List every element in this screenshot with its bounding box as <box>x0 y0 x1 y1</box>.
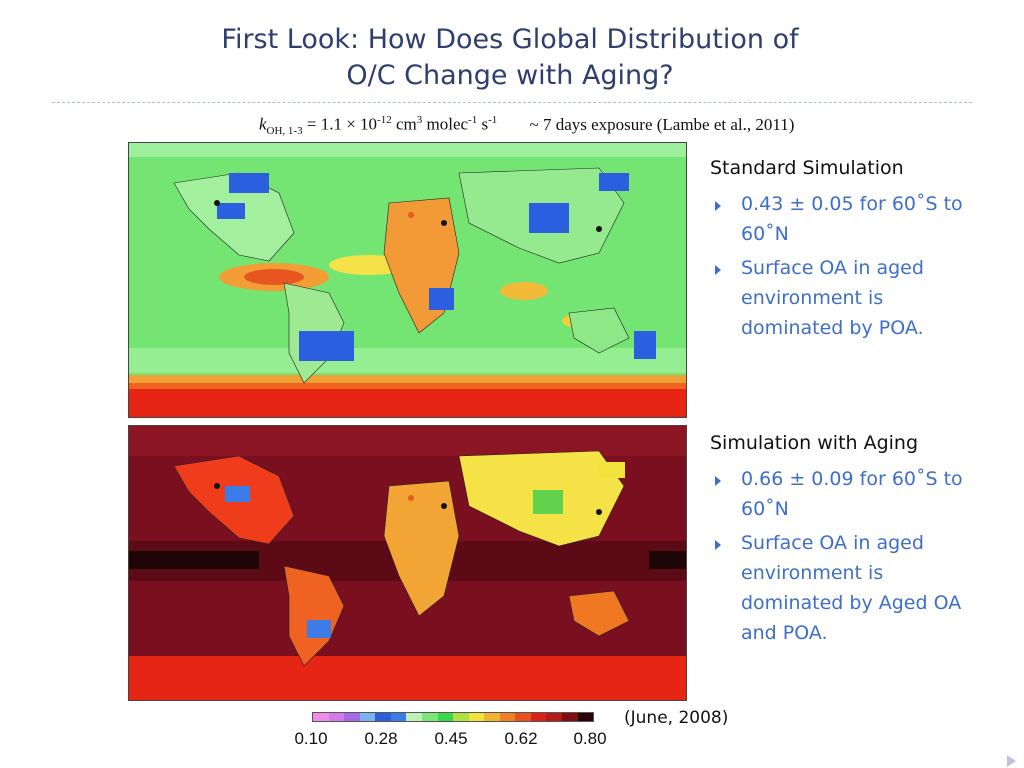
aging-heading: Simulation with Aging <box>710 432 919 454</box>
colorbar-tick-label: 0.45 <box>434 729 468 748</box>
standard-simulation-map <box>128 142 687 418</box>
standard-bullet-1-text: 0.43 ± 0.05 for 60˚S to 60˚N <box>741 193 963 245</box>
aging-bullet-2: Surface OA in aged environment is domina… <box>710 528 965 648</box>
colorbar-swatch <box>515 713 531 721</box>
colorbar-swatch <box>328 713 345 721</box>
next-slide-arrow-icon <box>1007 755 1016 767</box>
colorbar-swatch <box>359 713 376 721</box>
exposure-note: ~ 7 days exposure (Lambe et al., 2011) <box>529 114 795 134</box>
aging-bullet-2-text: Surface OA in aged environment is domina… <box>741 532 962 644</box>
colorbar-swatch <box>546 713 562 721</box>
standard-heading: Standard Simulation <box>710 157 904 179</box>
colorbar-tick-label: 0.28 <box>364 729 398 748</box>
title-divider <box>52 102 972 103</box>
bullet-arrow-icon <box>715 476 721 486</box>
rate-unit-1: cm <box>391 114 417 134</box>
aging-simulation-notes: Simulation with Aging 0.66 ± 0.09 for 60… <box>710 432 965 652</box>
colorbar-swatch <box>344 713 360 721</box>
colorbar-swatch <box>390 713 407 721</box>
title-line-2: O/C Change with Aging? <box>346 60 674 91</box>
standard-bullet-2: Surface OA in aged environment is domina… <box>710 253 965 343</box>
standard-simulation-notes: Standard Simulation 0.43 ± 0.05 for 60˚S… <box>710 157 965 347</box>
bullet-arrow-icon <box>715 265 721 275</box>
rate-unit-3: s <box>477 114 489 134</box>
rate-exp-1: -12 <box>377 114 392 126</box>
colorbar-swatch <box>484 713 500 721</box>
aging-bullet-1-text: 0.66 ± 0.09 for 60˚S to 60˚N <box>741 468 963 520</box>
colorbar-swatch <box>421 713 438 721</box>
rate-unit-2: molec <box>422 114 469 134</box>
colorbar-swatch <box>530 713 547 721</box>
slide-title: First Look: How Does Global Distribution… <box>150 22 870 94</box>
colorbar-swatch <box>562 713 578 721</box>
oc-ratio-colorbar <box>312 712 594 722</box>
colorbar-swatch <box>375 713 391 721</box>
colorbar-swatch <box>468 713 485 721</box>
colorbar-tick-label: 0.62 <box>504 729 538 748</box>
colorbar-swatch <box>313 713 329 721</box>
colorbar-swatch <box>437 713 454 721</box>
rate-exp-3: -1 <box>468 114 478 126</box>
aging-simulation-map <box>128 425 687 701</box>
date-note: (June, 2008) <box>624 708 729 728</box>
rate-subscript: OH, 1-3 <box>266 125 303 138</box>
colorbar-tick-label: 0.10 <box>294 729 328 748</box>
title-line-1: First Look: How Does Global Distribution… <box>221 24 799 55</box>
bullet-arrow-icon <box>715 201 721 211</box>
aging-bullet-1: 0.66 ± 0.09 for 60˚S to 60˚N <box>710 464 965 524</box>
standard-bullet-2-text: Surface OA in aged environment is domina… <box>741 257 924 339</box>
rate-equation: = 1.1 × 10 <box>302 114 378 134</box>
rate-constant-line: kOH, 1-3 = 1.1 × 10-12 cm3 molec-1 s-1 ~… <box>259 114 794 137</box>
standard-bullet-1: 0.43 ± 0.05 for 60˚S to 60˚N <box>710 189 965 249</box>
colorbar-swatch <box>577 713 594 721</box>
bullet-arrow-icon <box>715 540 721 550</box>
colorbar-swatch <box>499 713 516 721</box>
colorbar-swatch <box>406 713 422 721</box>
rate-exp-2: 3 <box>416 114 423 126</box>
colorbar-swatch <box>453 713 469 721</box>
rate-symbol: k <box>259 114 267 134</box>
rate-exp-4: -1 <box>488 114 498 126</box>
colorbar-tick-label: 0.80 <box>573 729 607 748</box>
